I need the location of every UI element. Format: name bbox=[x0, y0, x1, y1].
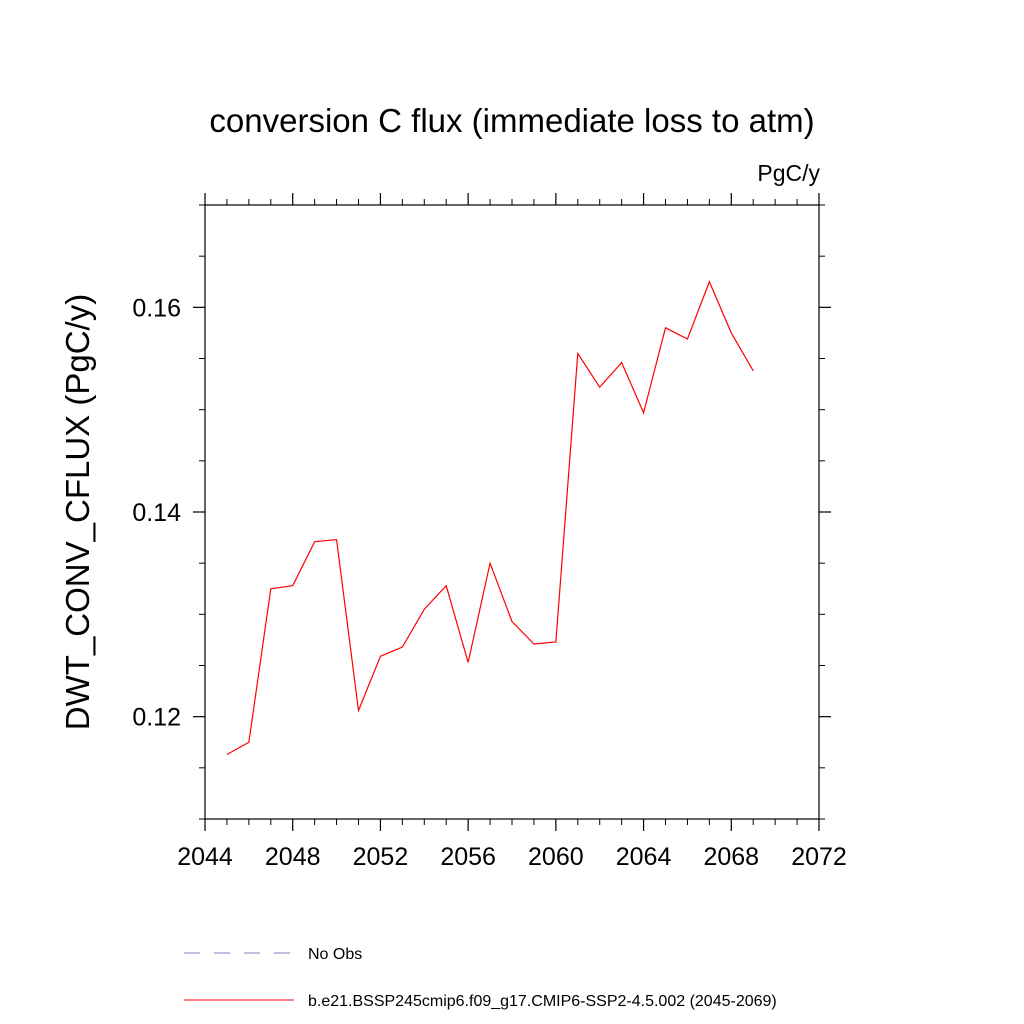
x-tick-label: 2052 bbox=[353, 843, 409, 871]
legend-label: b.e21.BSSP245cmip6.f09_g17.CMIP6-SSP2-4.… bbox=[308, 993, 777, 1010]
x-tick-label: 2068 bbox=[703, 843, 759, 871]
x-tick-label: 2056 bbox=[440, 843, 496, 871]
x-tick-label: 2048 bbox=[265, 843, 321, 871]
legend: No Obs b.e21.BSSP245cmip6.f09_g17.CMIP6-S… bbox=[184, 946, 777, 1010]
chart-title: conversion C flux (immediate loss to atm… bbox=[209, 102, 814, 139]
x-tick-label: 2060 bbox=[528, 843, 584, 871]
x-tick-label: 2044 bbox=[177, 843, 233, 871]
plot-series bbox=[226, 280, 754, 756]
series-line bbox=[226, 280, 754, 756]
legend-label: No Obs bbox=[308, 946, 362, 963]
units-label: PgC/y bbox=[757, 160, 820, 186]
plot-frame bbox=[204, 204, 820, 820]
y-tick-label: 0.12 bbox=[132, 704, 181, 732]
x-tick-label: 2064 bbox=[616, 843, 672, 871]
y-tick-label: 0.14 bbox=[132, 499, 181, 527]
x-tick-label: 2072 bbox=[791, 843, 847, 871]
y-tick-label: 0.16 bbox=[132, 294, 181, 322]
y-axis-label: DWT_CONV_CFLUX (PgC/y) bbox=[59, 294, 96, 730]
axis-ticks: 2044 2048 2052 2056 2060 2064 2068 2072 0.12 0.14… bbox=[132, 193, 847, 871]
